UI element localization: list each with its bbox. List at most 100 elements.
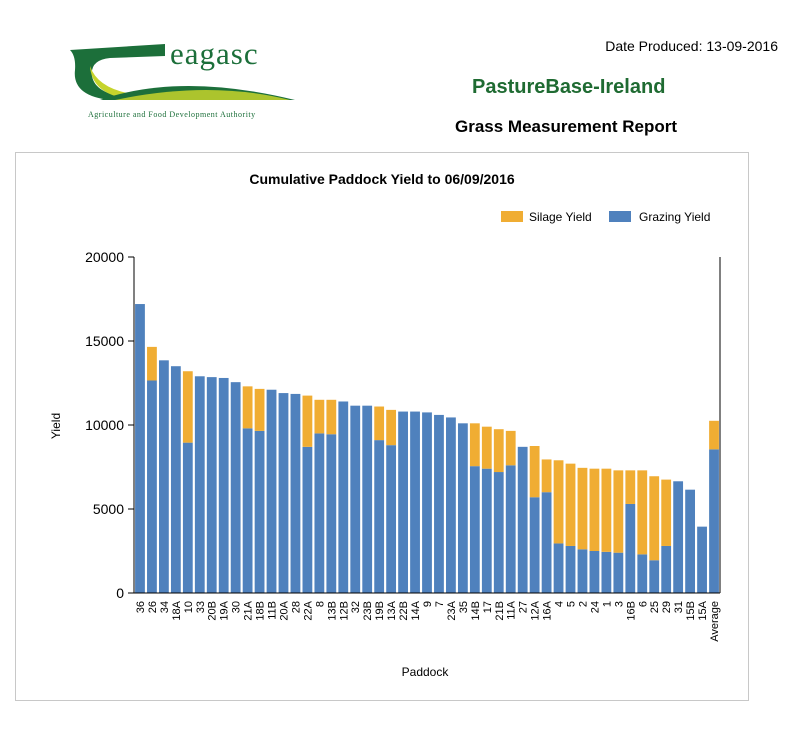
x-tick-label: 1 — [601, 601, 613, 607]
bar-grazing-6 — [637, 554, 648, 593]
logo-wordmark: eagasc — [170, 36, 259, 71]
x-tick-label: Average — [709, 601, 721, 642]
bar-silage-4 — [553, 460, 564, 544]
bar-silage-12A — [529, 446, 540, 498]
x-tick-label: 4 — [554, 601, 566, 607]
x-tick-label: 14A — [410, 600, 422, 620]
x-tick-label: 5 — [566, 601, 578, 607]
x-tick-label: 12A — [530, 600, 542, 620]
bar-silage-25 — [649, 476, 660, 561]
x-tick-label: 11A — [506, 600, 518, 619]
y-tick-label: 20000 — [85, 249, 124, 265]
x-tick-label: 19B — [374, 601, 386, 621]
legend-swatch-grazing — [609, 211, 631, 222]
x-tick-label: 2 — [577, 601, 589, 607]
bar-grazing-21B — [493, 472, 504, 593]
bar-grazing-23B — [362, 405, 373, 593]
legend-swatch-silage — [501, 211, 523, 222]
bar-grazing-18B — [254, 430, 265, 593]
x-tick-label: 17 — [482, 601, 494, 613]
bar-silage-21B — [493, 429, 504, 473]
bar-silage-14B — [469, 423, 480, 467]
bar-grazing-26 — [147, 380, 157, 593]
x-tick-label: 10 — [183, 601, 195, 613]
x-tick-label: 9 — [422, 601, 434, 607]
x-tick-label: 8 — [314, 601, 326, 607]
bar-grazing-12A — [529, 497, 540, 593]
bar-grazing-23A — [446, 417, 456, 593]
x-tick-label: 35 — [458, 601, 470, 613]
x-tick-label: 24 — [589, 601, 601, 613]
bar-grazing-14B — [469, 466, 480, 593]
x-tick-label: 13B — [326, 601, 338, 621]
bar-grazing-13A — [386, 445, 397, 593]
bar-grazing-17 — [481, 468, 492, 593]
x-tick-label: 7 — [434, 601, 446, 607]
x-tick-label: 25 — [649, 601, 661, 613]
x-tick-label: 20B — [207, 601, 219, 621]
bar-grazing-34 — [158, 360, 169, 593]
y-tick-label: 0 — [116, 585, 124, 601]
bar-silage-8 — [314, 399, 325, 434]
legend: Silage Yield Grazing Yield — [501, 210, 710, 224]
bar-silage-13A — [386, 409, 397, 446]
bar-grazing-12B — [338, 401, 349, 593]
x-tick-label: 26 — [147, 601, 159, 613]
x-tick-label: 14B — [470, 601, 482, 621]
report-title: Grass Measurement Report — [455, 117, 678, 136]
y-tick-label: 15000 — [85, 333, 124, 349]
x-tick-label: 18B — [255, 601, 267, 621]
x-tick-label: 21B — [494, 601, 506, 621]
bar-silage-26 — [147, 346, 157, 381]
x-tick-label: 27 — [518, 601, 530, 613]
bar-silage-21A — [242, 386, 253, 429]
x-tick-label: 12B — [338, 601, 350, 621]
x-tick-label: 3 — [613, 601, 625, 607]
chart-frame — [15, 152, 749, 701]
bar-silage-5 — [565, 463, 576, 546]
bar-grazing-8 — [314, 433, 325, 593]
bar-silage-22A — [302, 395, 313, 447]
bar-grazing-22A — [302, 446, 313, 593]
bar-grazing-32 — [350, 405, 361, 593]
bar-grazing-21A — [242, 428, 253, 593]
bar-grazing-10 — [182, 442, 193, 593]
bar-silage-13B — [326, 399, 337, 435]
bar-grazing-11A — [505, 465, 516, 593]
bar-silage-3 — [613, 470, 624, 553]
x-tick-label: 36 — [135, 601, 147, 613]
x-tick-label: 31 — [673, 601, 685, 613]
legend-label-grazing: Grazing Yield — [639, 210, 710, 224]
bar-grazing-22B — [398, 411, 408, 593]
bar-silage-16B — [625, 470, 636, 504]
bar-grazing-9 — [422, 412, 432, 593]
bar-grazing-2 — [577, 549, 588, 593]
bar-grazing-1 — [601, 551, 612, 593]
x-tick-label: 16A — [542, 600, 554, 620]
bar-silage-16A — [541, 459, 552, 493]
y-axis-label: Yield — [49, 413, 63, 439]
bar-silage-Average — [709, 420, 719, 450]
bar-silage-1 — [601, 468, 612, 552]
bar-silage-19B — [374, 406, 385, 441]
logo-subtitle: Agriculture and Food Development Authori… — [88, 110, 256, 119]
x-tick-label: 23A — [446, 600, 458, 620]
bar-grazing-33 — [194, 376, 205, 593]
bar-silage-17 — [481, 426, 492, 469]
x-axis-label: Paddock — [402, 665, 450, 679]
x-tick-label: 34 — [159, 601, 171, 613]
chart-title: Cumulative Paddock Yield to 06/09/2016 — [249, 171, 515, 187]
x-tick-label: 30 — [231, 601, 243, 613]
legend-label-silage: Silage Yield — [529, 210, 592, 224]
bar-grazing-36 — [135, 304, 145, 593]
bars-group: 36 26 34 18A 10 33 20B 19A 30 21A 18B 11B 20A 28 22A 8 1… — [135, 304, 721, 642]
bar-grazing-31 — [673, 481, 684, 593]
bar-silage-11A — [505, 430, 516, 466]
bar-grazing-18A — [170, 366, 181, 593]
x-tick-label: 13A — [386, 600, 398, 620]
bar-grazing-15B — [685, 489, 696, 593]
x-tick-label: 23B — [362, 601, 374, 621]
bar-grazing-28 — [290, 393, 301, 593]
bar-silage-10 — [182, 371, 193, 443]
